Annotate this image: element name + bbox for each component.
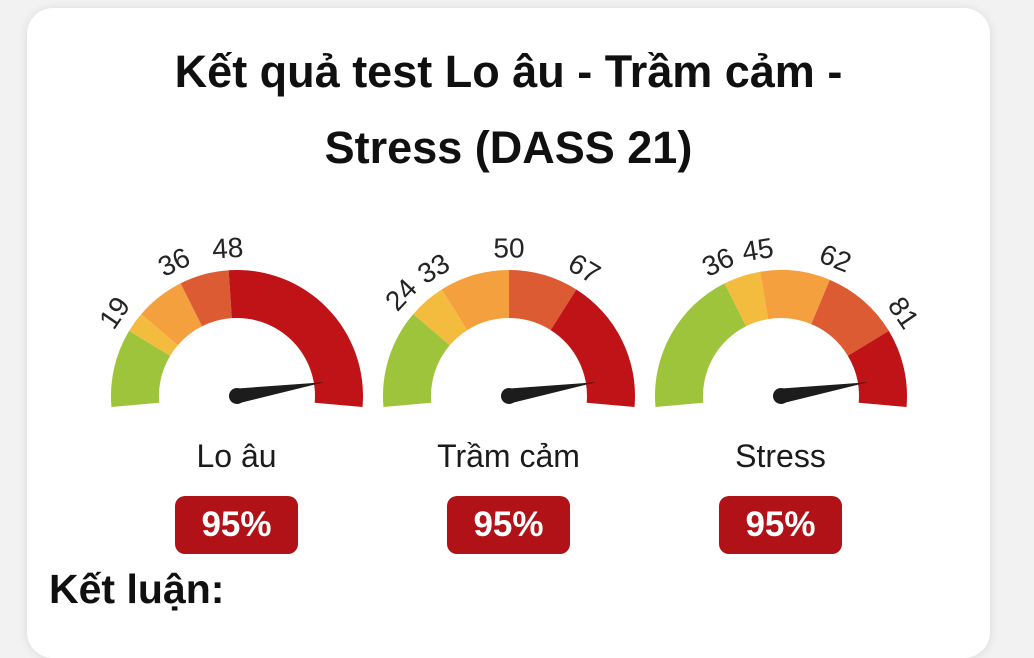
page-title: Kết quả test Lo âu - Trầm cảm - Stress (… [27,8,990,186]
gauge-tick-label: 36 [697,241,738,282]
score-badge-depression: 95% [447,496,570,554]
gauge-row: 19 36 48 Lo âu 95% 24 33 50 67 Trầm cảm 95% 3… [27,218,990,554]
conclusion-heading: Kết luận: [49,566,225,612]
score-badge-value: 95% [201,505,272,544]
gauge-category-label: Trầm cảm [437,438,580,474]
gauge-category-label: Stress [735,438,826,474]
score-badge-anxiety: 95% [175,496,298,554]
gauge-band [847,330,907,407]
gauge-band [441,270,509,331]
page-title-line1: Kết quả test Lo âu - Trầm cảm - [174,46,843,97]
score-badge-value: 95% [473,505,544,544]
gauge-chart-stress: 36 45 62 81 [654,232,925,407]
gauge-band [228,270,363,407]
gauge-tick-label: 24 [379,273,423,317]
gauge-tick-label: 81 [881,291,924,334]
gauge-band [412,289,467,346]
gauge-tick-label: 36 [153,241,194,282]
gauge-band [550,289,635,407]
gauge-needle [772,382,868,404]
gauge-band [810,279,889,356]
gauge-tick-label: 50 [493,232,524,263]
gauge-tick-label: 62 [815,238,855,278]
gauge-band [508,270,576,331]
page-title-line2: Stress (DASS 21) [324,122,693,173]
gauge-band [724,271,768,327]
gauge-chart-anxiety: 19 36 48 [92,232,363,407]
score-badge-value: 95% [745,505,816,544]
gauge-tick-label: 45 [740,232,776,267]
gauge-column-stress: 36 45 62 81 Stress 95% [645,218,925,554]
gauge-tick-label: 19 [92,291,135,334]
gauge-tick-label: 67 [563,247,606,290]
gauge-category-label: Lo âu [196,438,277,474]
gauge-band [180,270,232,327]
gauge-band [140,283,202,346]
gauge-band [759,270,830,325]
result-card: Kết quả test Lo âu - Trầm cảm - Stress (… [27,8,990,658]
gauge-needle [500,382,596,404]
gauge-column-depression: 24 33 50 67 Trầm cảm 95% [373,218,645,554]
gauge-tick-label: 48 [211,232,244,265]
gauge-needle [228,382,324,404]
score-badge-stress: 95% [719,496,842,554]
gauge-band [654,283,746,407]
gauge-band [382,314,450,407]
gauge-band [110,330,170,407]
gauge-column-anxiety: 19 36 48 Lo âu 95% [92,218,373,554]
gauge-band [128,314,178,356]
gauge-tick-label: 33 [412,247,455,290]
